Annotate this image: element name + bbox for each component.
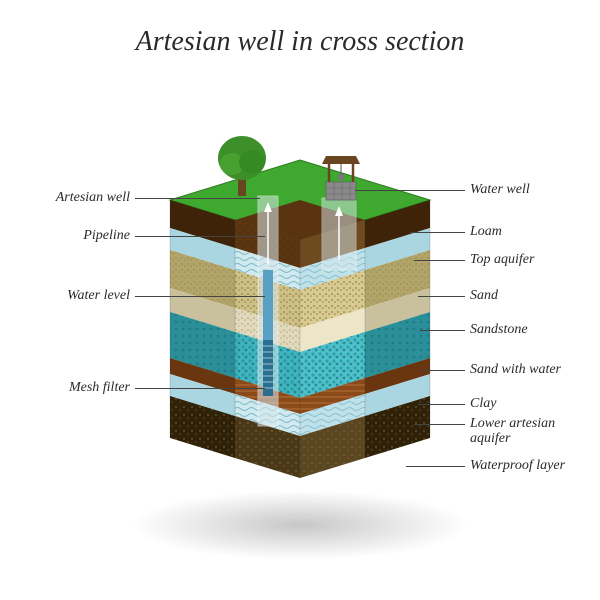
diagram-title: Artesian well in cross section [0, 26, 600, 58]
label-artesian-well: Artesian well [56, 190, 130, 206]
label-clay: Clay [470, 396, 496, 412]
label-water-level: Water level [67, 288, 130, 304]
outer-right-side [365, 200, 430, 458]
label-loam: Loam [470, 224, 502, 240]
label-mesh-filter: Mesh filter [69, 380, 130, 396]
label-sand: Sand [470, 288, 498, 304]
label-water-well: Water well [470, 182, 530, 198]
leader-top-aquifer [414, 260, 465, 261]
leader-mesh-filter [135, 388, 265, 389]
leader-waterproof [406, 466, 465, 467]
label-lower-aquifer: Lower artesianaquifer [470, 416, 555, 447]
leader-clay [418, 404, 465, 405]
cross-section-diagram [150, 100, 450, 480]
leader-loam [410, 232, 465, 233]
label-waterproof: Waterproof layer [470, 458, 565, 474]
diagram-svg [150, 100, 450, 520]
label-pipeline: Pipeline [83, 228, 130, 244]
label-sand-with-water: Sand with water [470, 362, 561, 378]
water-well-pipe [322, 198, 356, 270]
label-top-aquifer: Top aquifer [470, 252, 534, 268]
leader-sandstone [420, 330, 465, 331]
outer-left-side [170, 200, 235, 458]
leader-artesian-well [135, 198, 260, 199]
leader-sand [418, 296, 465, 297]
label-sandstone: Sandstone [470, 322, 528, 338]
leader-water-level [135, 296, 265, 297]
leader-pipeline [135, 236, 265, 237]
leader-lower-aquifer [414, 424, 465, 425]
leader-water-well [355, 190, 465, 191]
leader-sand-with-water [420, 370, 465, 371]
artesian-pipe [258, 196, 278, 426]
